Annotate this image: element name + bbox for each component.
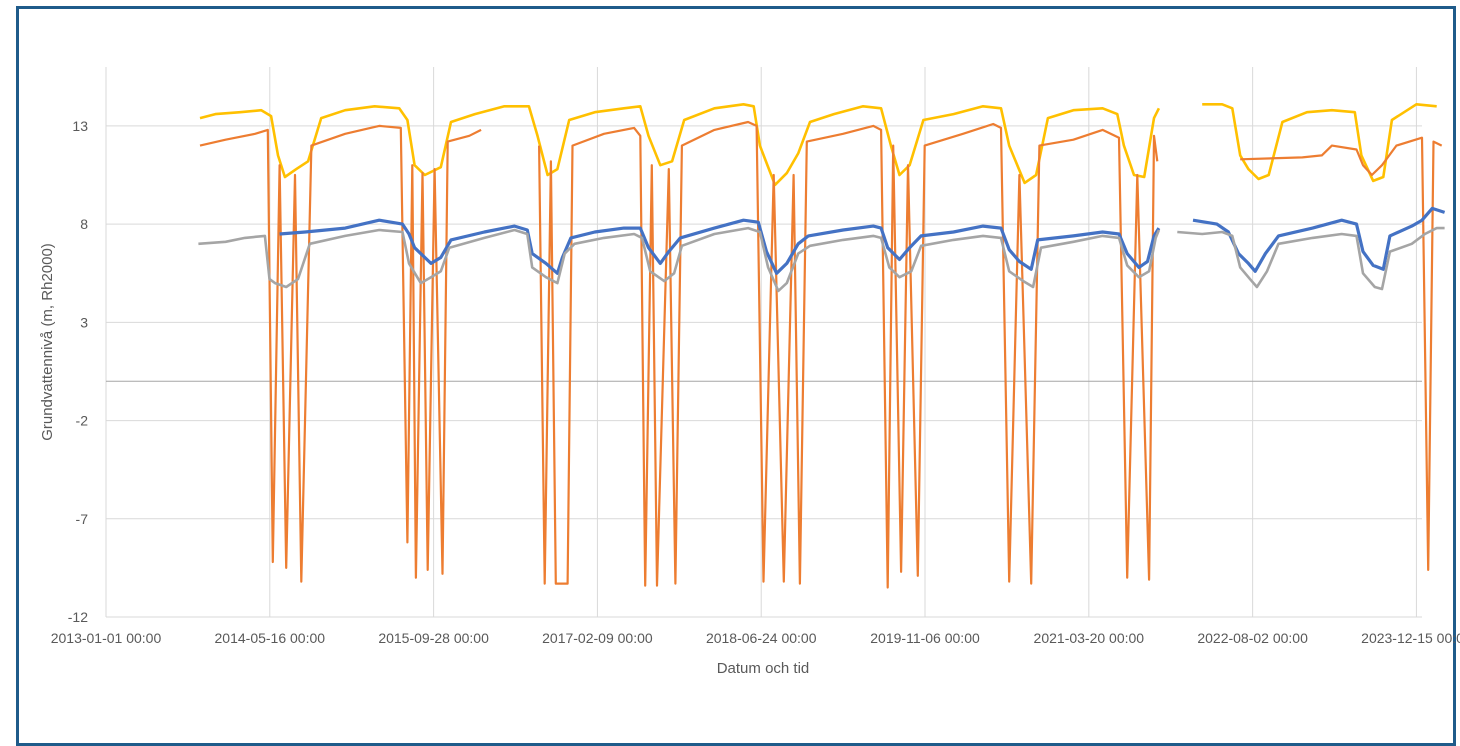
- y-axis-title: Grundvattennivå (m, Rh2000): [39, 243, 56, 441]
- x-tick-label: 2014-05-16 00:00: [215, 630, 326, 646]
- x-tick-label: 2017-02-09 00:00: [542, 630, 653, 646]
- y-tick-label: 3: [80, 314, 88, 330]
- series-2-line-segment-2: [538, 120, 1159, 589]
- y-tick-label: -7: [76, 511, 89, 527]
- chart-frame: [16, 6, 1456, 746]
- series-4-line-segment-2: [1177, 226, 1445, 291]
- x-tick-label: 2018-06-24 00:00: [706, 630, 817, 646]
- x-tick-label: 2013-01-01 00:00: [51, 630, 162, 646]
- x-tick-label: 2021-03-20 00:00: [1034, 630, 1145, 646]
- y-tick-label: 13: [72, 118, 88, 134]
- x-tick-label: 2019-11-06 00:00: [870, 630, 980, 646]
- series-2-line-segment-1: [199, 124, 482, 583]
- y-tick-label: -12: [68, 609, 88, 625]
- x-tick-label: 2015-09-28 00:00: [378, 630, 489, 646]
- series-3-line-segment-2: [1192, 206, 1446, 273]
- x-axis-tick-labels: 2013-01-01 00:00 2014-05-16 00:00 2015-09-…: [51, 630, 1460, 646]
- series-2-line-segment-3: [1240, 136, 1443, 572]
- y-axis-tick-labels: 13 8 3 -2 -7 -12: [68, 118, 88, 625]
- x-axis-title: Datum och tid: [717, 660, 810, 677]
- series-3-line-segment-1: [279, 218, 1161, 275]
- series-1-line-segment-2: [1202, 103, 1437, 183]
- y-tick-label: 8: [80, 216, 88, 232]
- y-tick-label: -2: [76, 413, 89, 429]
- series-lines: [198, 103, 1446, 589]
- x-tick-label: 2022-08-02 00:00: [1197, 630, 1308, 646]
- series-1-line-segment-1: [199, 103, 1161, 187]
- x-tick-label: 2023-12-15 00:00: [1361, 630, 1460, 646]
- series-4-line-segment-1: [198, 226, 1161, 293]
